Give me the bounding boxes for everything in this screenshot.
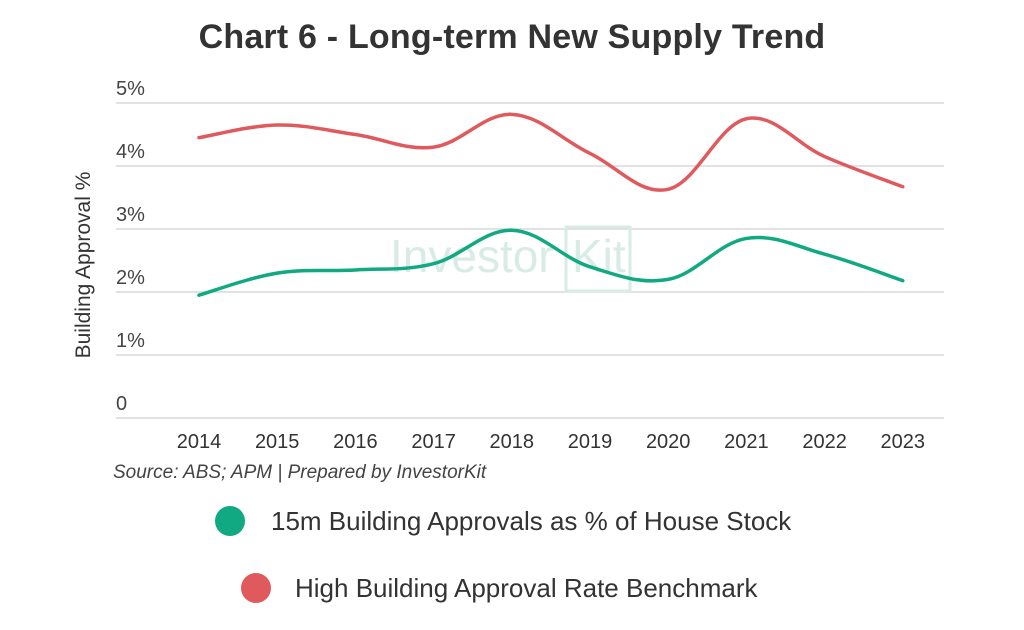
legend-label-approvals: 15m Building Approvals as % of House Sto… — [271, 505, 792, 536]
legend-item-approvals: 15m Building Approvals as % of House Sto… — [215, 503, 791, 539]
y-axis-label: Building Approval % — [72, 172, 95, 359]
legend-item-benchmark: High Building Approval Rate Benchmark — [241, 570, 757, 606]
y-tick-label: 4% — [116, 141, 145, 163]
x-tick-label: 2018 — [490, 431, 535, 453]
watermark-text-kit: Kit — [572, 230, 626, 282]
x-tick-label: 2021 — [724, 431, 769, 453]
series-lines — [197, 112, 905, 297]
x-tick-label: 2022 — [802, 431, 847, 453]
x-tick-label: 2016 — [333, 431, 378, 453]
watermark-text-investor: Investor — [390, 230, 554, 282]
y-tick-label: 2% — [116, 267, 145, 289]
watermark-logo: Investor Kit — [390, 225, 632, 293]
y-tick-label: 5% — [116, 78, 145, 100]
x-tick-label: 2017 — [411, 431, 456, 453]
y-tick-label: 0 — [116, 393, 127, 415]
series-line-approvals — [197, 228, 905, 297]
series-line-benchmark — [197, 112, 905, 192]
legend-label-benchmark: High Building Approval Rate Benchmark — [295, 572, 758, 603]
legend-swatch-benchmark — [241, 573, 271, 603]
y-tick-label: 1% — [116, 330, 145, 352]
y-tick-label: 3% — [116, 204, 145, 226]
watermark-kit-box — [564, 225, 632, 293]
legend-swatch-approvals — [215, 506, 245, 536]
x-tick-label: 2019 — [568, 431, 613, 453]
x-tick-label: 2020 — [646, 431, 691, 453]
source-note: Source: ABS; APM | Prepared by InvestorK… — [113, 462, 487, 483]
x-tick-label: 2015 — [255, 431, 300, 453]
x-tick-label: 2014 — [177, 431, 222, 453]
chart-title: Chart 6 - Long-term New Supply Trend — [198, 18, 826, 56]
grid-lines — [116, 102, 944, 419]
x-tick-label: 2023 — [881, 431, 926, 453]
x-tick-labels: 2014 2015 2016 2017 2018 2019 2020 2021 2022 2023 — [177, 431, 925, 453]
y-tick-labels: 0 1% 2% 3% 4% 5% — [116, 78, 145, 415]
